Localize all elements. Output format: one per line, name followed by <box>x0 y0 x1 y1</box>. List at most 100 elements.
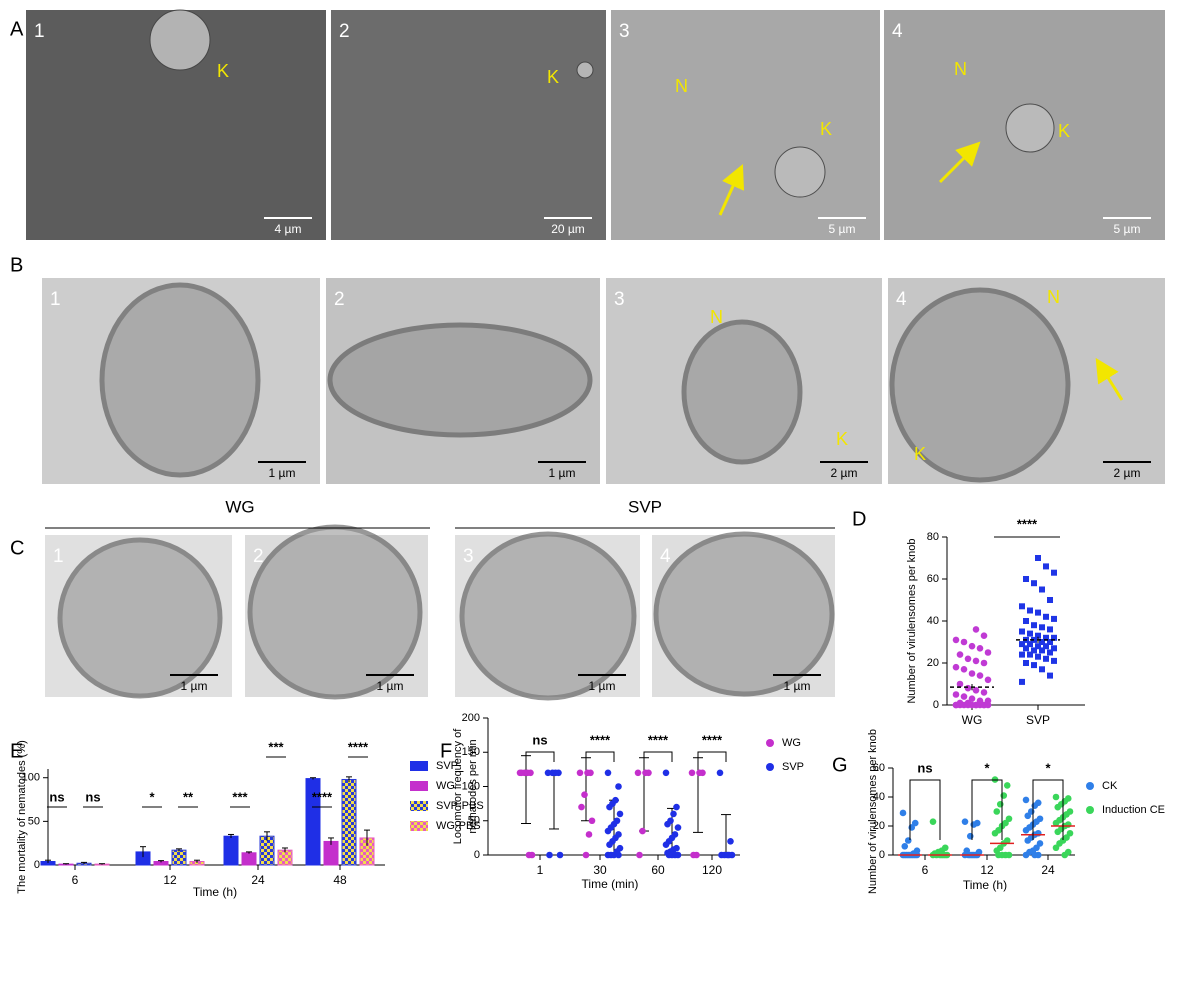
scale-label: 2 µm <box>831 466 858 480</box>
data-point <box>970 821 978 828</box>
significance: * <box>984 760 990 775</box>
x-tick-label: 1 <box>537 863 544 877</box>
data-point <box>980 659 988 667</box>
panel-label: G <box>832 754 848 776</box>
cell <box>653 531 835 697</box>
data-point <box>1019 641 1025 648</box>
y-axis-label: Locomotor frequency of <box>452 728 464 845</box>
y-tick-label: 80 <box>927 531 939 543</box>
data-point <box>966 832 974 840</box>
data-point <box>952 636 960 644</box>
x-tick-label: SVP <box>1026 713 1050 727</box>
x-tick-label: 6 <box>922 863 929 877</box>
data-point <box>696 769 703 777</box>
arrow <box>1095 357 1124 401</box>
data-point <box>549 769 556 777</box>
data-point <box>993 808 1001 815</box>
cell <box>247 524 423 700</box>
legend-swatch <box>1086 806 1094 814</box>
data-point <box>584 769 591 777</box>
x-axis-label: Time (h) <box>963 878 1007 892</box>
data-point <box>662 769 670 777</box>
legend-swatch <box>766 739 774 747</box>
y-tick-label: 50 <box>468 815 480 827</box>
data-point <box>664 820 671 828</box>
data-point <box>615 851 622 859</box>
data-point <box>606 803 613 811</box>
data-point <box>984 676 992 684</box>
significance: * <box>1045 760 1051 775</box>
image-marker: K <box>914 444 926 464</box>
data-point <box>1047 672 1053 679</box>
image-marker: N <box>675 76 688 96</box>
data-point <box>984 697 992 705</box>
scale-label: 2 µm <box>1114 466 1141 480</box>
legend-label: CK <box>1102 780 1118 792</box>
legend-swatch <box>410 801 428 811</box>
data-point <box>1052 793 1060 801</box>
data-point <box>616 810 624 818</box>
y-tick-label: 200 <box>462 712 480 724</box>
data-point <box>1039 639 1045 645</box>
scale-label: 1 µm <box>181 679 208 693</box>
data-point <box>956 680 964 688</box>
data-point <box>929 818 937 825</box>
image-number: 3 <box>463 546 474 567</box>
image-marker: N <box>710 307 723 327</box>
significance-bracket <box>697 751 727 762</box>
panel-label: D <box>852 508 866 530</box>
scale-label: 5 µm <box>1114 222 1141 236</box>
data-point <box>976 697 984 705</box>
data-point <box>901 843 909 850</box>
data-point <box>1023 618 1029 624</box>
data-point <box>1051 634 1057 641</box>
significance: ns <box>532 732 547 747</box>
data-point <box>968 642 976 650</box>
data-point <box>972 626 980 633</box>
arrow <box>718 164 745 216</box>
image-number: 1 <box>53 546 64 567</box>
cell <box>99 282 261 478</box>
y-tick-label: 0 <box>879 849 885 861</box>
y-axis-label: Number of virulensomes per knob <box>906 538 918 703</box>
data-point <box>1035 643 1041 650</box>
data-point <box>1043 613 1049 620</box>
y-tick-label: 0 <box>34 859 40 871</box>
data-point <box>582 851 590 859</box>
data-point <box>960 693 968 700</box>
panel-label: C <box>10 537 24 559</box>
image-number: 1 <box>34 21 45 42</box>
image-marker: K <box>836 429 848 449</box>
data-point <box>1054 828 1062 836</box>
panel-label: A <box>10 18 24 40</box>
data-point <box>634 769 642 777</box>
data-point <box>642 769 649 777</box>
image-number: 2 <box>339 21 350 42</box>
y-tick-label: 40 <box>927 615 939 627</box>
data-point <box>665 851 673 859</box>
data-point <box>606 841 613 849</box>
data-point <box>1019 628 1025 635</box>
significance: **** <box>702 732 723 747</box>
significance-bracket <box>909 779 941 840</box>
data-point <box>996 800 1004 808</box>
legend-label: SVP-PBS <box>436 800 484 812</box>
y-tick-label: 0 <box>474 849 480 861</box>
data-point <box>980 701 988 709</box>
data-point <box>904 837 912 844</box>
significance: ** <box>183 789 194 804</box>
image-number: 2 <box>253 546 264 567</box>
significance: ns <box>917 760 932 775</box>
bar <box>277 849 293 866</box>
data-point <box>1061 851 1069 859</box>
data-point <box>688 769 696 777</box>
data-point <box>674 824 682 831</box>
image-number: 2 <box>334 289 345 310</box>
data-point <box>636 851 643 859</box>
cell <box>774 146 826 198</box>
data-point <box>1031 622 1037 629</box>
data-point <box>960 638 968 646</box>
significance: *** <box>232 789 248 804</box>
data-point <box>984 649 992 656</box>
